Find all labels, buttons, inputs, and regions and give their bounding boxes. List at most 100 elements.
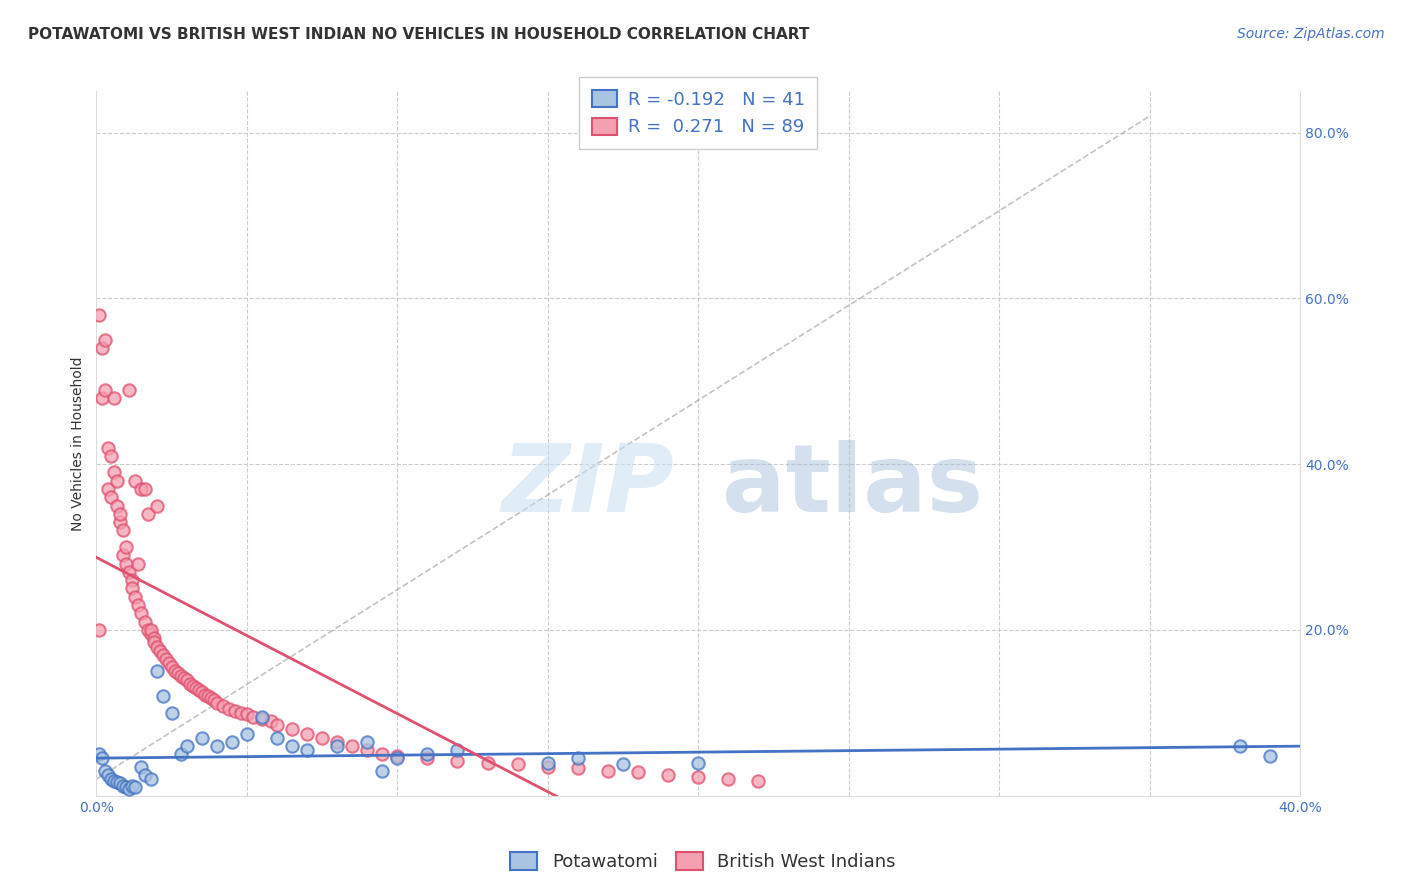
Point [477,756,499,770]
Point [567,761,589,775]
Point [202,693,225,707]
Point [112,524,135,538]
Text: atlas: atlas [723,440,983,532]
Point [197,690,219,704]
Point [194,688,217,702]
Point [627,765,650,780]
Point [89,623,111,637]
Point [1229,739,1251,753]
Point [110,515,132,529]
Point [127,598,149,612]
Point [1258,748,1281,763]
Point [110,776,132,790]
Point [107,474,129,488]
Point [340,739,363,753]
Point [181,679,204,693]
Point [250,710,273,724]
Point [326,739,349,753]
Point [94,383,117,397]
Point [142,635,165,649]
Point [100,491,122,505]
Point [295,743,318,757]
Text: Source: ZipAtlas.com: Source: ZipAtlas.com [1237,27,1385,41]
Point [387,751,409,765]
Point [236,726,259,740]
Point [94,333,117,347]
Point [688,771,710,785]
Point [506,757,529,772]
Point [127,557,149,571]
Point [567,751,589,765]
Point [281,723,304,737]
Point [121,582,143,596]
Point [657,768,679,782]
Point [356,735,378,749]
Point [155,652,177,666]
Point [160,706,183,720]
Point [176,739,198,753]
Point [166,666,188,681]
Point [371,764,394,778]
Point [89,747,111,762]
Point [124,780,146,795]
Point [250,713,273,727]
Point [103,773,125,788]
Point [205,696,228,710]
Point [190,685,212,699]
Point [356,743,378,757]
Point [142,631,165,645]
Point [97,482,120,496]
Point [131,482,153,496]
Point [281,739,304,753]
Text: ZIP: ZIP [502,440,673,532]
Point [118,565,141,579]
Point [747,773,769,788]
Point [187,682,209,697]
Point [97,441,120,455]
Point [326,735,349,749]
Point [311,731,333,745]
Point [169,747,191,762]
Point [200,690,222,705]
Point [100,449,122,463]
Point [416,751,439,765]
Point [118,383,141,397]
Point [91,391,114,405]
Legend: R = -0.192   N = 41, R =  0.271   N = 89: R = -0.192 N = 41, R = 0.271 N = 89 [579,77,817,149]
Point [717,772,740,786]
Point [139,772,162,786]
Point [152,648,174,662]
Point [266,718,288,732]
Point [152,690,174,704]
Point [387,748,409,763]
Point [124,474,146,488]
Point [115,540,138,554]
Point [229,706,252,720]
Legend: Potawatomi, British West Indians: Potawatomi, British West Indians [503,845,903,879]
Point [160,660,183,674]
Point [115,780,138,795]
Point [163,665,186,679]
Point [134,615,156,629]
Point [148,643,170,657]
Point [103,391,125,405]
Point [224,704,246,718]
Point [121,573,143,587]
Point [537,760,560,774]
Point [260,714,283,728]
Point [221,735,243,749]
Point [295,726,318,740]
Point [145,499,167,513]
Point [131,760,153,774]
Point [596,764,619,778]
Point [371,747,394,762]
Point [134,482,156,496]
Point [446,743,468,757]
Point [211,699,233,714]
Point [173,671,195,685]
Point [136,623,159,637]
Y-axis label: No Vehicles in Household: No Vehicles in Household [72,356,86,531]
Point [134,768,156,782]
Point [190,731,212,745]
Point [537,756,560,770]
